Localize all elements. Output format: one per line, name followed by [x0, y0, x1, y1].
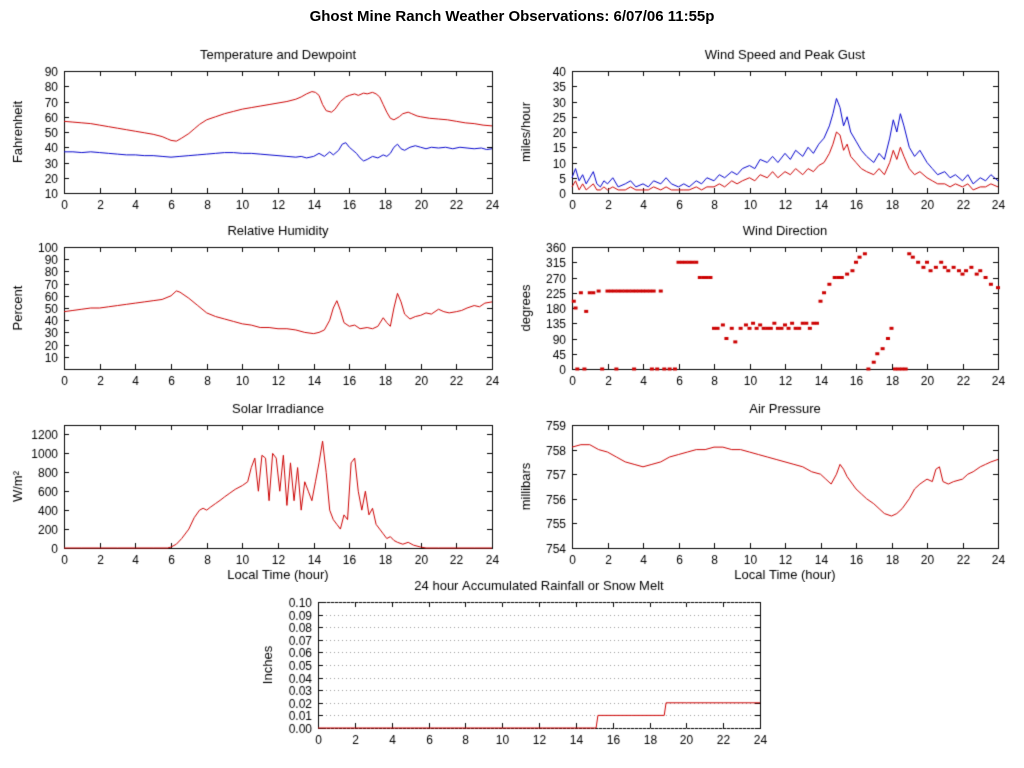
solar-irradiance-canvas: [8, 390, 510, 582]
wind-speed-gust-canvas: [516, 36, 1016, 218]
chart-wind-speed-gust: [516, 36, 1016, 218]
chart-air-pressure: [516, 390, 1016, 582]
chart-solar-irradiance: [8, 390, 510, 582]
chart-rainfall: [258, 572, 778, 762]
rainfall-canvas: [258, 572, 778, 762]
chart-temperature-dewpoint: [8, 36, 510, 218]
air-pressure-canvas: [516, 390, 1016, 582]
chart-relative-humidity: [8, 212, 510, 394]
temperature-dewpoint-canvas: [8, 36, 510, 218]
page-title: Ghost Mine Ranch Weather Observations: 6…: [309, 8, 715, 25]
chart-wind-direction: [516, 212, 1016, 394]
relative-humidity-canvas: [8, 212, 510, 394]
wind-direction-canvas: [516, 212, 1016, 394]
